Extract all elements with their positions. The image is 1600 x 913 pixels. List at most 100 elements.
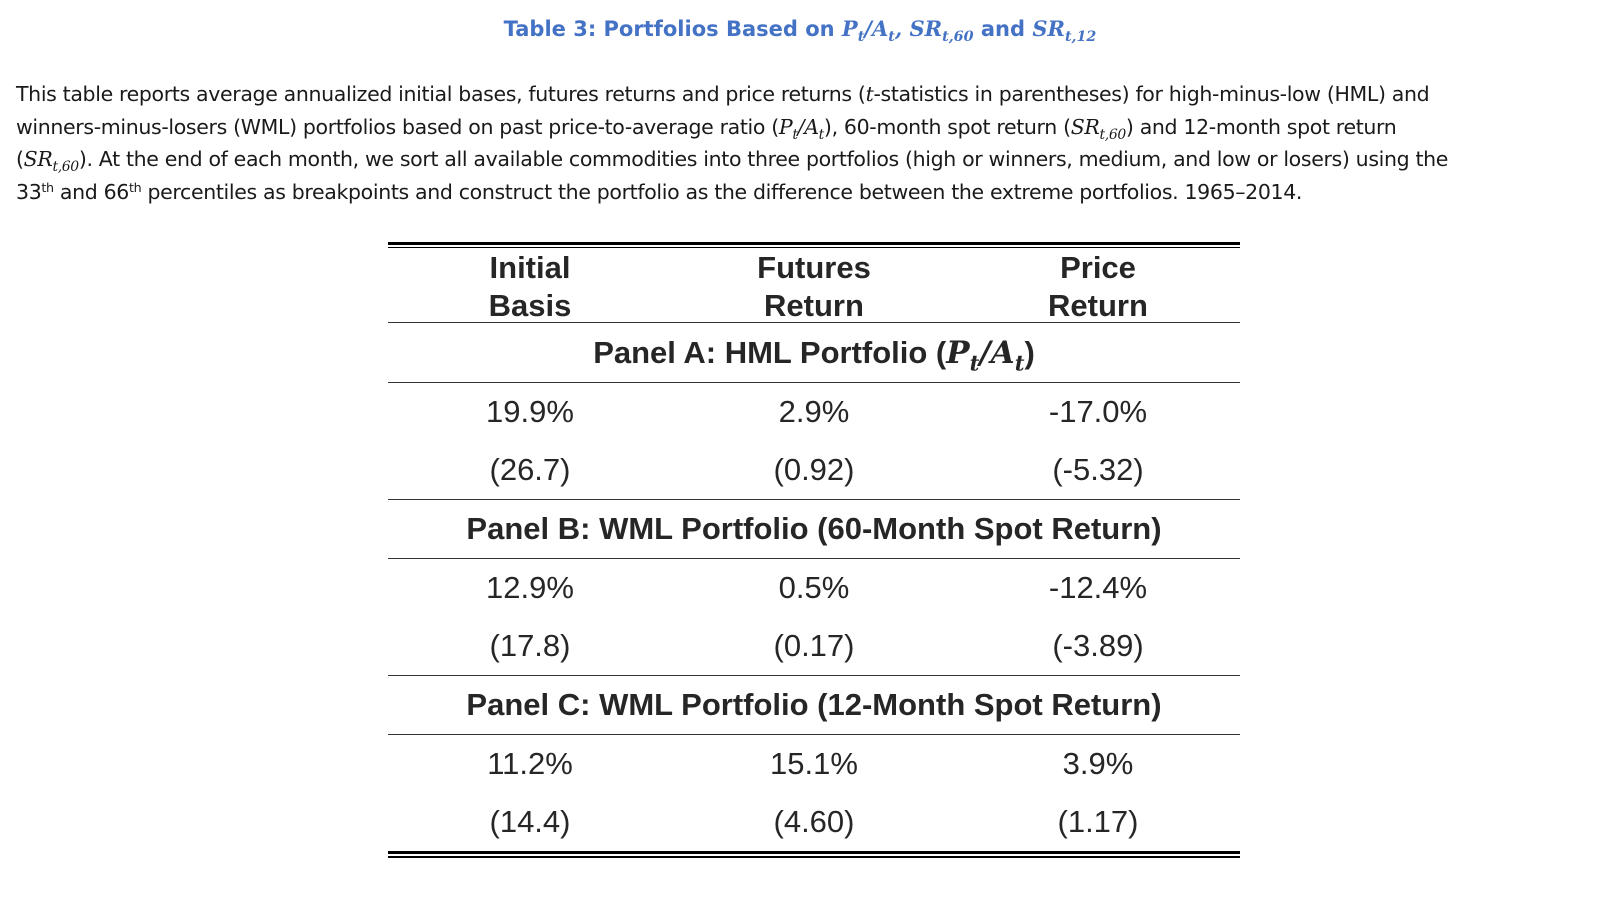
header-0-l2: Basis [488,288,572,323]
caption-sr60: SRt,60 [1070,114,1127,143]
header-1-l1: Futures [757,250,871,285]
panel-b-tstat-row: (17.8) (0.17) (-3.89) [388,617,1240,675]
header-price-return: Price Return [956,249,1240,323]
panel-a-price-return: -17.0% [1048,394,1148,429]
panel-a-p: P [946,335,970,371]
panel-c-tstat-futures: (4.60) [773,804,855,839]
rule [388,322,1240,323]
panel-a-tstat-price: (-5.32) [1052,452,1144,487]
header-futures-return: Futures Return [672,249,956,323]
panel-b-futures-return: 0.5% [778,570,850,605]
caption-slash: / [797,114,805,139]
caption-and66: and 66 [53,179,129,204]
panel-a-a-sub: t [1014,350,1025,376]
title-sr12: SRt,12 [1032,16,1096,44]
panel-b-tstat-price: (-3.89) [1052,628,1144,663]
caption-line-1: This table reports average annualized in… [16,78,1596,111]
caption-l4-rest: percentiles as breakpoints and construct… [141,179,1303,204]
caption-th-1: th [41,179,54,195]
caption-l3a: ). At the end of each month, we sort all… [78,147,1449,171]
rule [388,558,1240,559]
caption-a: A [804,114,819,139]
caption-l2a: winners-minus-losers (WML) portfolios ba… [16,114,779,139]
table-caption: This table reports average annualized in… [16,78,1596,208]
top-rule [388,242,1240,248]
header-1-l2: Return [764,288,864,323]
panel-a-slash: / [979,335,991,371]
header-initial-basis: Initial Basis [388,249,672,323]
panel-a-initial-basis: 19.9% [486,394,574,429]
panel-b-tstat-initial: (17.8) [489,628,571,663]
panel-a-text: Panel A: HML Portfolio ( [593,335,947,370]
panel-c-tstat-initial: (14.4) [489,804,571,839]
caption-l1: This table reports average annualized in… [16,82,866,106]
rule [388,675,1240,676]
title-math-a: At [871,16,895,44]
panel-b-price-return: -12.4% [1048,570,1148,605]
panel-a-tstat-futures: (0.92) [773,452,855,487]
caption-a-sub: t [818,126,825,143]
panel-b-values-row: 12.9% 0.5% -12.4% [388,559,1240,617]
title-a-sub: t [888,28,895,45]
title-p-sub: t [857,28,865,45]
rule [388,499,1240,500]
panel-c-tstat-row: (14.4) (4.60) (1.17) [388,793,1240,851]
panel-a-values-row: 19.9% 2.9% -17.0% [388,383,1240,441]
title-sr60-base: SR [909,16,943,41]
caption-pa: Pt/At [778,114,825,143]
panel-b-tstat-futures: (0.17) [773,628,855,663]
title-sr12-base: SR [1032,16,1065,41]
panel-a-futures-return: 2.9% [778,394,850,429]
panel-a-a: A [990,335,1015,371]
title-slash: / [864,16,872,41]
title-prefix: Table 3: Portfolios Based on [503,17,842,41]
header-row: Initial Basis Futures Return Price Return [388,248,1240,323]
panel-c-values-row: 11.2% 15.1% 3.9% [388,735,1240,793]
caption-p: P [778,114,793,139]
panel-c-futures-return: 15.1% [770,746,858,781]
caption-l2c: ) and 12-month spot return [1125,114,1397,139]
caption-33: 33 [16,179,42,204]
header-0-l1: Initial [489,250,571,285]
panel-a-p-sub: t [969,350,980,376]
caption-p-sub: t [792,126,798,143]
caption-line-3: (SRt,60). At the end of each month, we s… [16,147,1449,175]
panel-a-end: ) [1024,335,1035,370]
panel-a-tstat-initial: (26.7) [489,452,571,487]
caption-sr60b-sub: t,60 [52,158,79,175]
caption-line-4: 33th and 66th percentiles as breakpoints… [16,176,1596,209]
panel-a-tstat-row: (26.7) (0.92) (-5.32) [388,441,1240,499]
results-table: Initial Basis Futures Return Price Return P… [388,242,1240,858]
panel-a-math: Pt/At [946,335,1024,373]
panel-c-label: Panel C: WML Portfolio (12-Month Spot Re… [466,687,1162,722]
panel-c-price-return: 3.9% [1062,746,1134,781]
title-a: A [871,16,889,41]
rule [388,734,1240,735]
caption-sr60b-base: SR [23,147,53,171]
panel-a-label: Panel A: HML Portfolio (Pt/At) [388,323,1240,382]
title-sr60: SRt,60 [909,16,973,44]
panel-b-label: Panel B: WML Portfolio (60-Month Spot Re… [466,511,1162,546]
title-math-p: Pt [841,16,864,44]
panel-b-initial-basis: 12.9% [486,570,574,605]
caption-line-2: winners-minus-losers (WML) portfolios ba… [16,111,1596,144]
caption-l2b: ), 60-month spot return ( [823,114,1071,139]
caption-sr60-base: SR [1070,114,1100,139]
table-title: Table 3: Portfolios Based on Pt/At, SRt,… [0,16,1600,44]
bottom-rule [388,851,1240,858]
title-and: and [973,17,1033,41]
caption-l1b: -statistics in parentheses) for high-min… [873,82,1430,106]
title-sr12-sub: t,12 [1064,28,1097,45]
title-p: P [841,16,858,41]
rule [388,382,1240,383]
caption-t: t [865,82,874,106]
header-2-l2: Return [1048,288,1148,323]
header-2-l1: Price [1060,250,1136,285]
caption-sr60b: SRt,60 [23,147,80,174]
panel-c-initial-basis: 11.2% [487,746,573,781]
caption-th-2: th [128,179,142,195]
caption-sr60-sub: t,60 [1099,126,1127,143]
title-sr60-sub: t,60 [942,28,974,45]
panel-c-tstat-price: (1.17) [1057,804,1139,839]
title-comma: , [894,16,910,41]
